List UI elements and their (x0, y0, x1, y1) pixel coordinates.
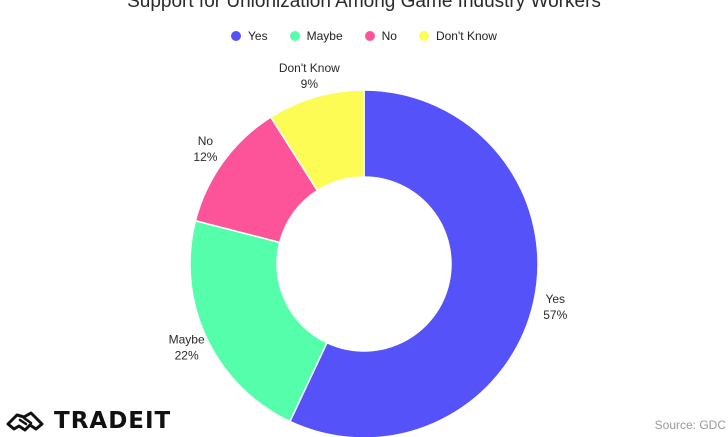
chart-legend: Yes Maybe No Don't Know (0, 29, 728, 43)
legend-swatch-no (364, 31, 375, 41)
chart-title: Support for Unionization Among Game Indu… (127, 0, 601, 12)
legend-label-dont-know: Don't Know (435, 29, 497, 43)
legend-label-no: No (381, 29, 397, 43)
slice-label-maybe: Maybe 22% (169, 332, 205, 362)
legend-swatch-dont-know (418, 31, 429, 41)
legend-swatch-yes (231, 31, 242, 41)
slice-maybe[interactable] (189, 219, 328, 423)
legend-item-dont-know[interactable]: Don't Know (418, 29, 497, 43)
slice-label-yes: Yes 57% (543, 292, 567, 322)
tradeit-logo: TRADEIT (4, 408, 171, 434)
logo-text: TRADEIT (54, 408, 172, 434)
legend-swatch-maybe (289, 31, 300, 41)
slice-don-t-know[interactable] (269, 89, 365, 192)
legend-label-maybe: Maybe (306, 29, 343, 43)
legend-label-yes: Yes (248, 29, 268, 43)
slice-yes[interactable] (288, 89, 539, 437)
slice-label-don-t-know: Don't Know 9% (279, 61, 340, 91)
legend-item-no[interactable]: No (364, 29, 397, 43)
legend-item-yes[interactable]: Yes (231, 29, 268, 43)
legend-item-maybe[interactable]: Maybe (289, 29, 343, 43)
source-note: Source: GDC (654, 418, 726, 432)
handshake-icon (6, 411, 44, 432)
slice-label-no: No 12% (193, 134, 217, 164)
